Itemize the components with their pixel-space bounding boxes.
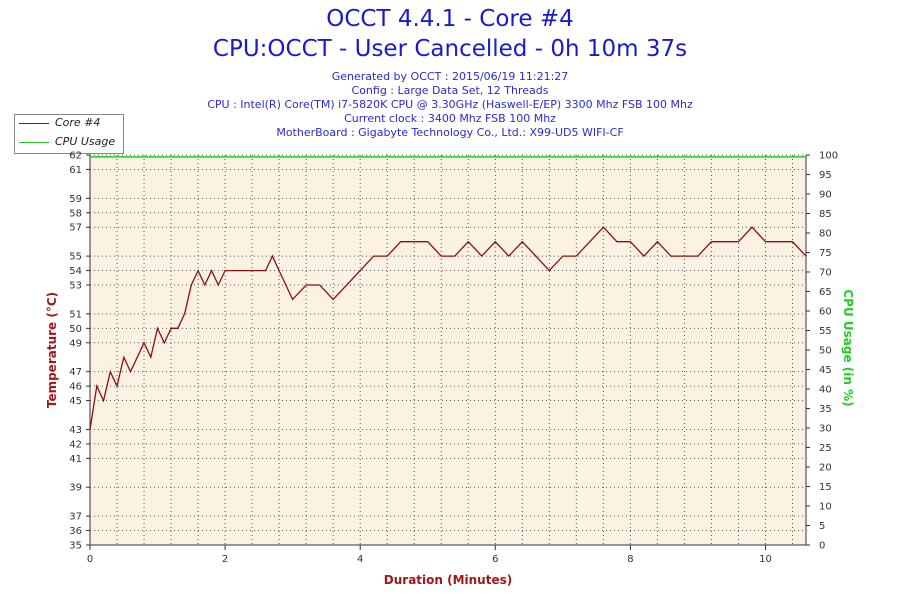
y2-tick-label: 70: [819, 268, 832, 279]
y2-tick-label: 10: [819, 502, 832, 513]
y-axis-label: Temperature (°C): [45, 292, 59, 408]
x-tick-label: 8: [627, 554, 633, 565]
chart-subtitle: CPU:OCCT - User Cancelled - 0h 10m 37s: [212, 36, 688, 62]
y2-tick-label: 100: [819, 151, 838, 162]
y2-tick-label: 0: [819, 541, 825, 552]
legend-label-cpu-usage: CPU Usage: [55, 135, 116, 148]
y-tick-label: 49: [69, 338, 82, 349]
y-tick-label: 43: [69, 425, 82, 436]
y2-tick-label: 75: [819, 248, 832, 259]
x-tick-label: 2: [222, 554, 228, 565]
y-tick-label: 51: [69, 309, 82, 320]
x-axis-label: Duration (Minutes): [384, 573, 512, 587]
y-tick-label: 45: [69, 396, 82, 407]
chart-legend: Core #4 CPU Usage: [14, 114, 124, 154]
legend-label-core4: Core #4: [55, 116, 101, 129]
y-tick-label: 50: [69, 324, 82, 335]
y2-tick-label: 40: [819, 385, 832, 396]
y2-tick-label: 85: [819, 209, 832, 220]
y2-tick-label: 80: [819, 229, 832, 240]
y-tick-label: 55: [69, 252, 82, 263]
y2-tick-label: 35: [819, 404, 832, 415]
plot-area: [90, 155, 806, 545]
y-tick-label: 41: [69, 454, 82, 465]
legend-swatch-cpu-usage: [19, 142, 49, 143]
info-config: Config : Large Data Set, 12 Threads: [351, 84, 549, 97]
x-tick-label: 0: [87, 554, 93, 565]
y-tick-label: 37: [69, 512, 82, 523]
info-generated: Generated by OCCT : 2015/06/19 11:21:27: [331, 70, 569, 83]
y2-tick-label: 15: [819, 482, 832, 493]
x-tick-label: 10: [759, 554, 772, 565]
info-clock: Current clock : 3400 Mhz FSB 100 Mhz: [344, 112, 556, 125]
y-tick-label: 35: [69, 541, 82, 552]
y2-tick-label: 65: [819, 287, 832, 298]
y-tick-label: 39: [69, 483, 82, 494]
y-tick-label: 53: [69, 281, 82, 292]
info-cpu: CPU : Intel(R) Core(TM) i7-5820K CPU @ 3…: [207, 98, 693, 111]
y-tick-label: 46: [69, 382, 82, 393]
y-tick-label: 36: [69, 526, 82, 537]
y2-tick-label: 20: [819, 463, 832, 474]
y-tick-label: 42: [69, 439, 82, 450]
y2-tick-label: 25: [819, 443, 832, 454]
legend-item-cpu-usage: CPU Usage: [15, 134, 123, 151]
x-tick-label: 6: [492, 554, 498, 565]
y2-tick-label: 55: [819, 326, 832, 337]
x-tick-label: 4: [357, 554, 363, 565]
info-motherboard: MotherBoard : Gigabyte Technology Co., L…: [276, 126, 624, 139]
y2-axis-label: CPU Usage (in %): [841, 289, 855, 406]
y2-tick-label: 90: [819, 190, 832, 201]
legend-swatch-core4: [19, 123, 49, 124]
y-tick-label: 59: [69, 194, 82, 205]
chart-title: OCCT 4.4.1 - Core #4: [326, 6, 574, 32]
legend-item-core4: Core #4: [15, 115, 123, 132]
y2-tick-label: 50: [819, 346, 832, 357]
y2-tick-label: 5: [819, 521, 825, 532]
series-line-core4: [89, 226, 807, 430]
y-tick-label: 57: [69, 223, 82, 234]
y-tick-label: 62: [69, 151, 82, 162]
y2-tick-label: 45: [819, 365, 832, 376]
y-tick-label: 54: [69, 266, 82, 277]
y2-tick-label: 95: [819, 170, 832, 181]
y-tick-label: 61: [69, 165, 82, 176]
y2-tick-label: 60: [819, 307, 832, 318]
y-tick-label: 58: [69, 208, 82, 219]
y-tick-label: 47: [69, 367, 82, 378]
y2-tick-label: 30: [819, 424, 832, 435]
